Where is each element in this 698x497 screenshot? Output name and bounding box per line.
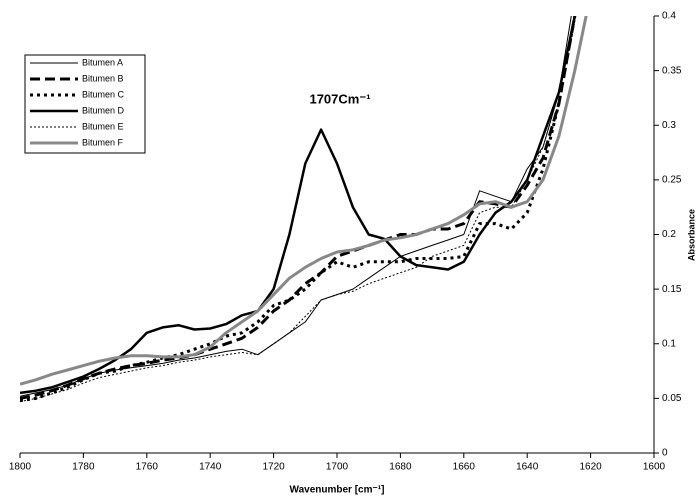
y-tick-label: 0.35 <box>662 65 682 76</box>
legend-box <box>24 54 146 154</box>
y-tick-label: 0 <box>662 448 668 459</box>
x-tick-label: 1620 <box>579 462 602 473</box>
legend-label: Bitumen C <box>82 89 125 99</box>
legend-label: Bitumen A <box>82 57 123 67</box>
x-tick-label: 1800 <box>9 462 32 473</box>
x-tick-label: 1660 <box>453 462 476 473</box>
x-axis-label: Wavenumber [cm⁻¹] <box>290 485 385 496</box>
x-tick-label: 1640 <box>516 462 539 473</box>
legend-label: Bitumen D <box>82 105 125 115</box>
y-axis-label: Absorbance <box>686 209 696 261</box>
x-tick-label: 1680 <box>389 462 412 473</box>
x-tick-label: 1700 <box>326 462 349 473</box>
x-tick-label: 1760 <box>136 462 159 473</box>
series-line <box>20 16 576 403</box>
plot-lines <box>20 16 588 403</box>
y-tick-label: 0.05 <box>662 393 682 404</box>
y-tick-label: 0.4 <box>662 11 676 22</box>
series-line <box>20 16 577 395</box>
x-tick-label: 1720 <box>262 462 285 473</box>
y-tick-label: 0.1 <box>662 338 676 349</box>
series-line <box>20 16 588 386</box>
x-tick-label: 1780 <box>72 462 95 473</box>
annotation: 1707Cm⁻¹ <box>309 91 370 106</box>
y-tick-label: 0.15 <box>662 284 682 295</box>
x-tick-label: 1600 <box>643 462 666 473</box>
y-tick-label: 0.25 <box>662 175 682 186</box>
legend-label: Bitumen B <box>82 73 124 83</box>
y-tick-label: 0.3 <box>662 120 676 131</box>
y-tick-label: 0.2 <box>662 229 676 240</box>
series-line <box>20 16 577 400</box>
legend-label: Bitumen F <box>82 137 124 147</box>
legend-label: Bitumen E <box>82 121 124 131</box>
series-line <box>20 16 577 403</box>
x-tick-label: 1740 <box>199 462 222 473</box>
